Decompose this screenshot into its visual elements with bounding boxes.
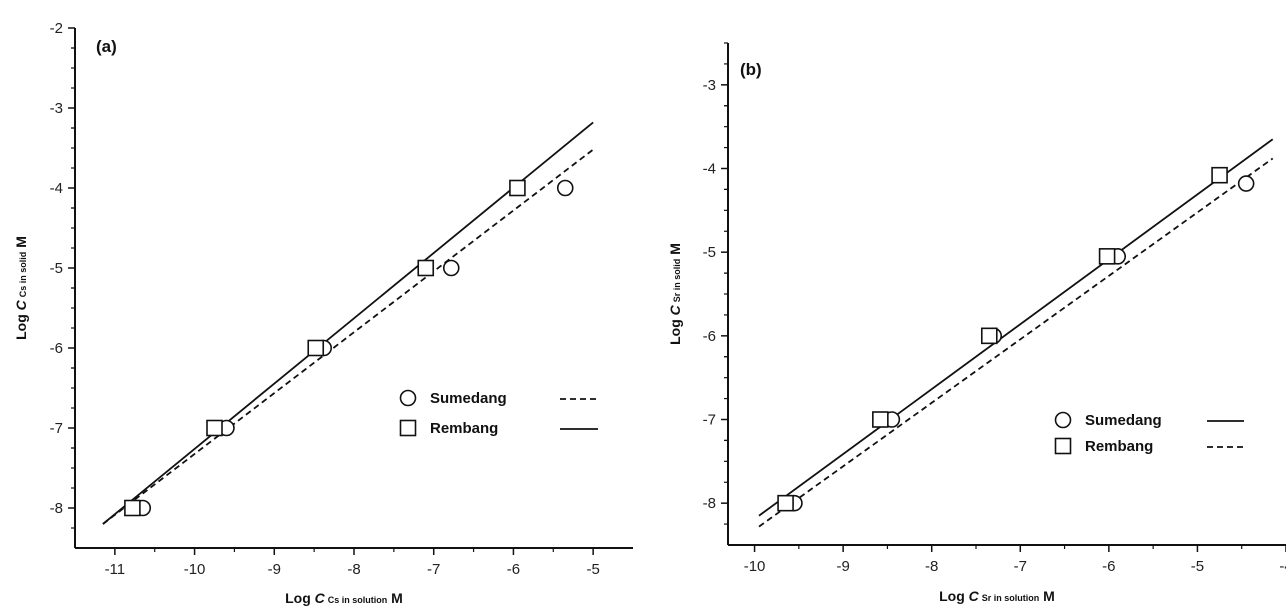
legend-marker-sumedang <box>1054 411 1072 429</box>
y-tick-label: -8 <box>50 500 63 517</box>
y-tick-label: -6 <box>50 340 63 357</box>
x-axis-title: Log C Cs in solution M <box>285 590 403 606</box>
x-tick-label: -6 <box>1102 558 1115 575</box>
x-axis-title: Log C Sr in solution M <box>939 588 1055 604</box>
x-tick-label: -9 <box>268 561 281 578</box>
panel-label: (b) <box>740 60 762 79</box>
x-tick-label: -5 <box>1191 558 1204 575</box>
legend-label: Rembang <box>1085 438 1153 455</box>
y-tick-label: -7 <box>50 420 63 437</box>
data-point-rembang <box>307 339 325 357</box>
panel-label: (a) <box>96 37 117 56</box>
x-tick-label: -5 <box>586 561 599 578</box>
x-tick-label: -9 <box>836 558 849 575</box>
legend-label: Rembang <box>430 420 498 437</box>
y-tick-label: -3 <box>50 100 63 117</box>
y-tick-label: -6 <box>703 328 716 345</box>
x-tick-label: -7 <box>1014 558 1027 575</box>
legend-marker-sumedang <box>399 389 417 407</box>
data-point-rembang <box>980 327 998 345</box>
y-tick-label: -4 <box>703 161 716 178</box>
data-point-rembang <box>124 499 141 517</box>
data-point-rembang <box>417 259 435 277</box>
data-point-rembang <box>206 419 223 437</box>
data-point-rembang <box>872 411 889 428</box>
data-point-rembang <box>1098 248 1116 265</box>
x-tick-label: -8 <box>347 561 360 578</box>
legend-label: Sumedang <box>1085 412 1162 429</box>
legend-label: Sumedang <box>430 390 507 407</box>
y-tick-label: -7 <box>703 412 716 429</box>
fit-line-rembang <box>758 157 1274 528</box>
data-point-rembang <box>509 179 526 197</box>
x-tick-label: -10 <box>184 561 206 578</box>
x-tick-label: -4 <box>1279 558 1286 575</box>
legend: Sumedang Rembang <box>1054 411 1244 455</box>
panel-a-chart: -11 -10 -9 -8 -7 -6 -5 -8 -7 -6 -5 -4 -3 -2 (a) Log C Cs… <box>13 20 633 606</box>
y-axis-title: Log CSr in solid M <box>667 243 683 345</box>
y-axis-title: Log CCs in solid M <box>13 236 29 340</box>
data-point-sumedang <box>1237 175 1255 192</box>
y-tick-label: -2 <box>50 20 63 37</box>
fit-line-sumedang <box>758 138 1274 517</box>
data-point-sumedang <box>556 179 574 197</box>
x-tick-label: -8 <box>925 558 938 575</box>
legend-marker-rembang <box>399 419 417 437</box>
legend-marker-rembang <box>1054 437 1072 455</box>
y-tick-label: -8 <box>703 495 716 512</box>
y-tick-label: -5 <box>703 244 716 261</box>
x-tick-label: -11 <box>105 561 126 578</box>
legend: Sumedang Rembang <box>399 389 598 437</box>
x-tick-label: -10 <box>744 558 766 575</box>
y-tick-label: -3 <box>703 77 716 94</box>
data-point-sumedang <box>442 259 460 277</box>
y-tick-label: -5 <box>50 260 63 277</box>
y-tick-label: -4 <box>50 180 63 197</box>
fit-line-sumedang <box>102 148 594 525</box>
data-point-rembang <box>777 494 794 512</box>
panel-b-chart: -10 -9 -8 -7 -6 -5 -4 -8 -7 -6 -5 -4 -3 (b) Log CSr in… <box>667 42 1286 604</box>
x-tick-label: -6 <box>507 561 520 578</box>
x-tick-label: -7 <box>427 561 440 578</box>
data-point-rembang <box>1211 166 1228 184</box>
